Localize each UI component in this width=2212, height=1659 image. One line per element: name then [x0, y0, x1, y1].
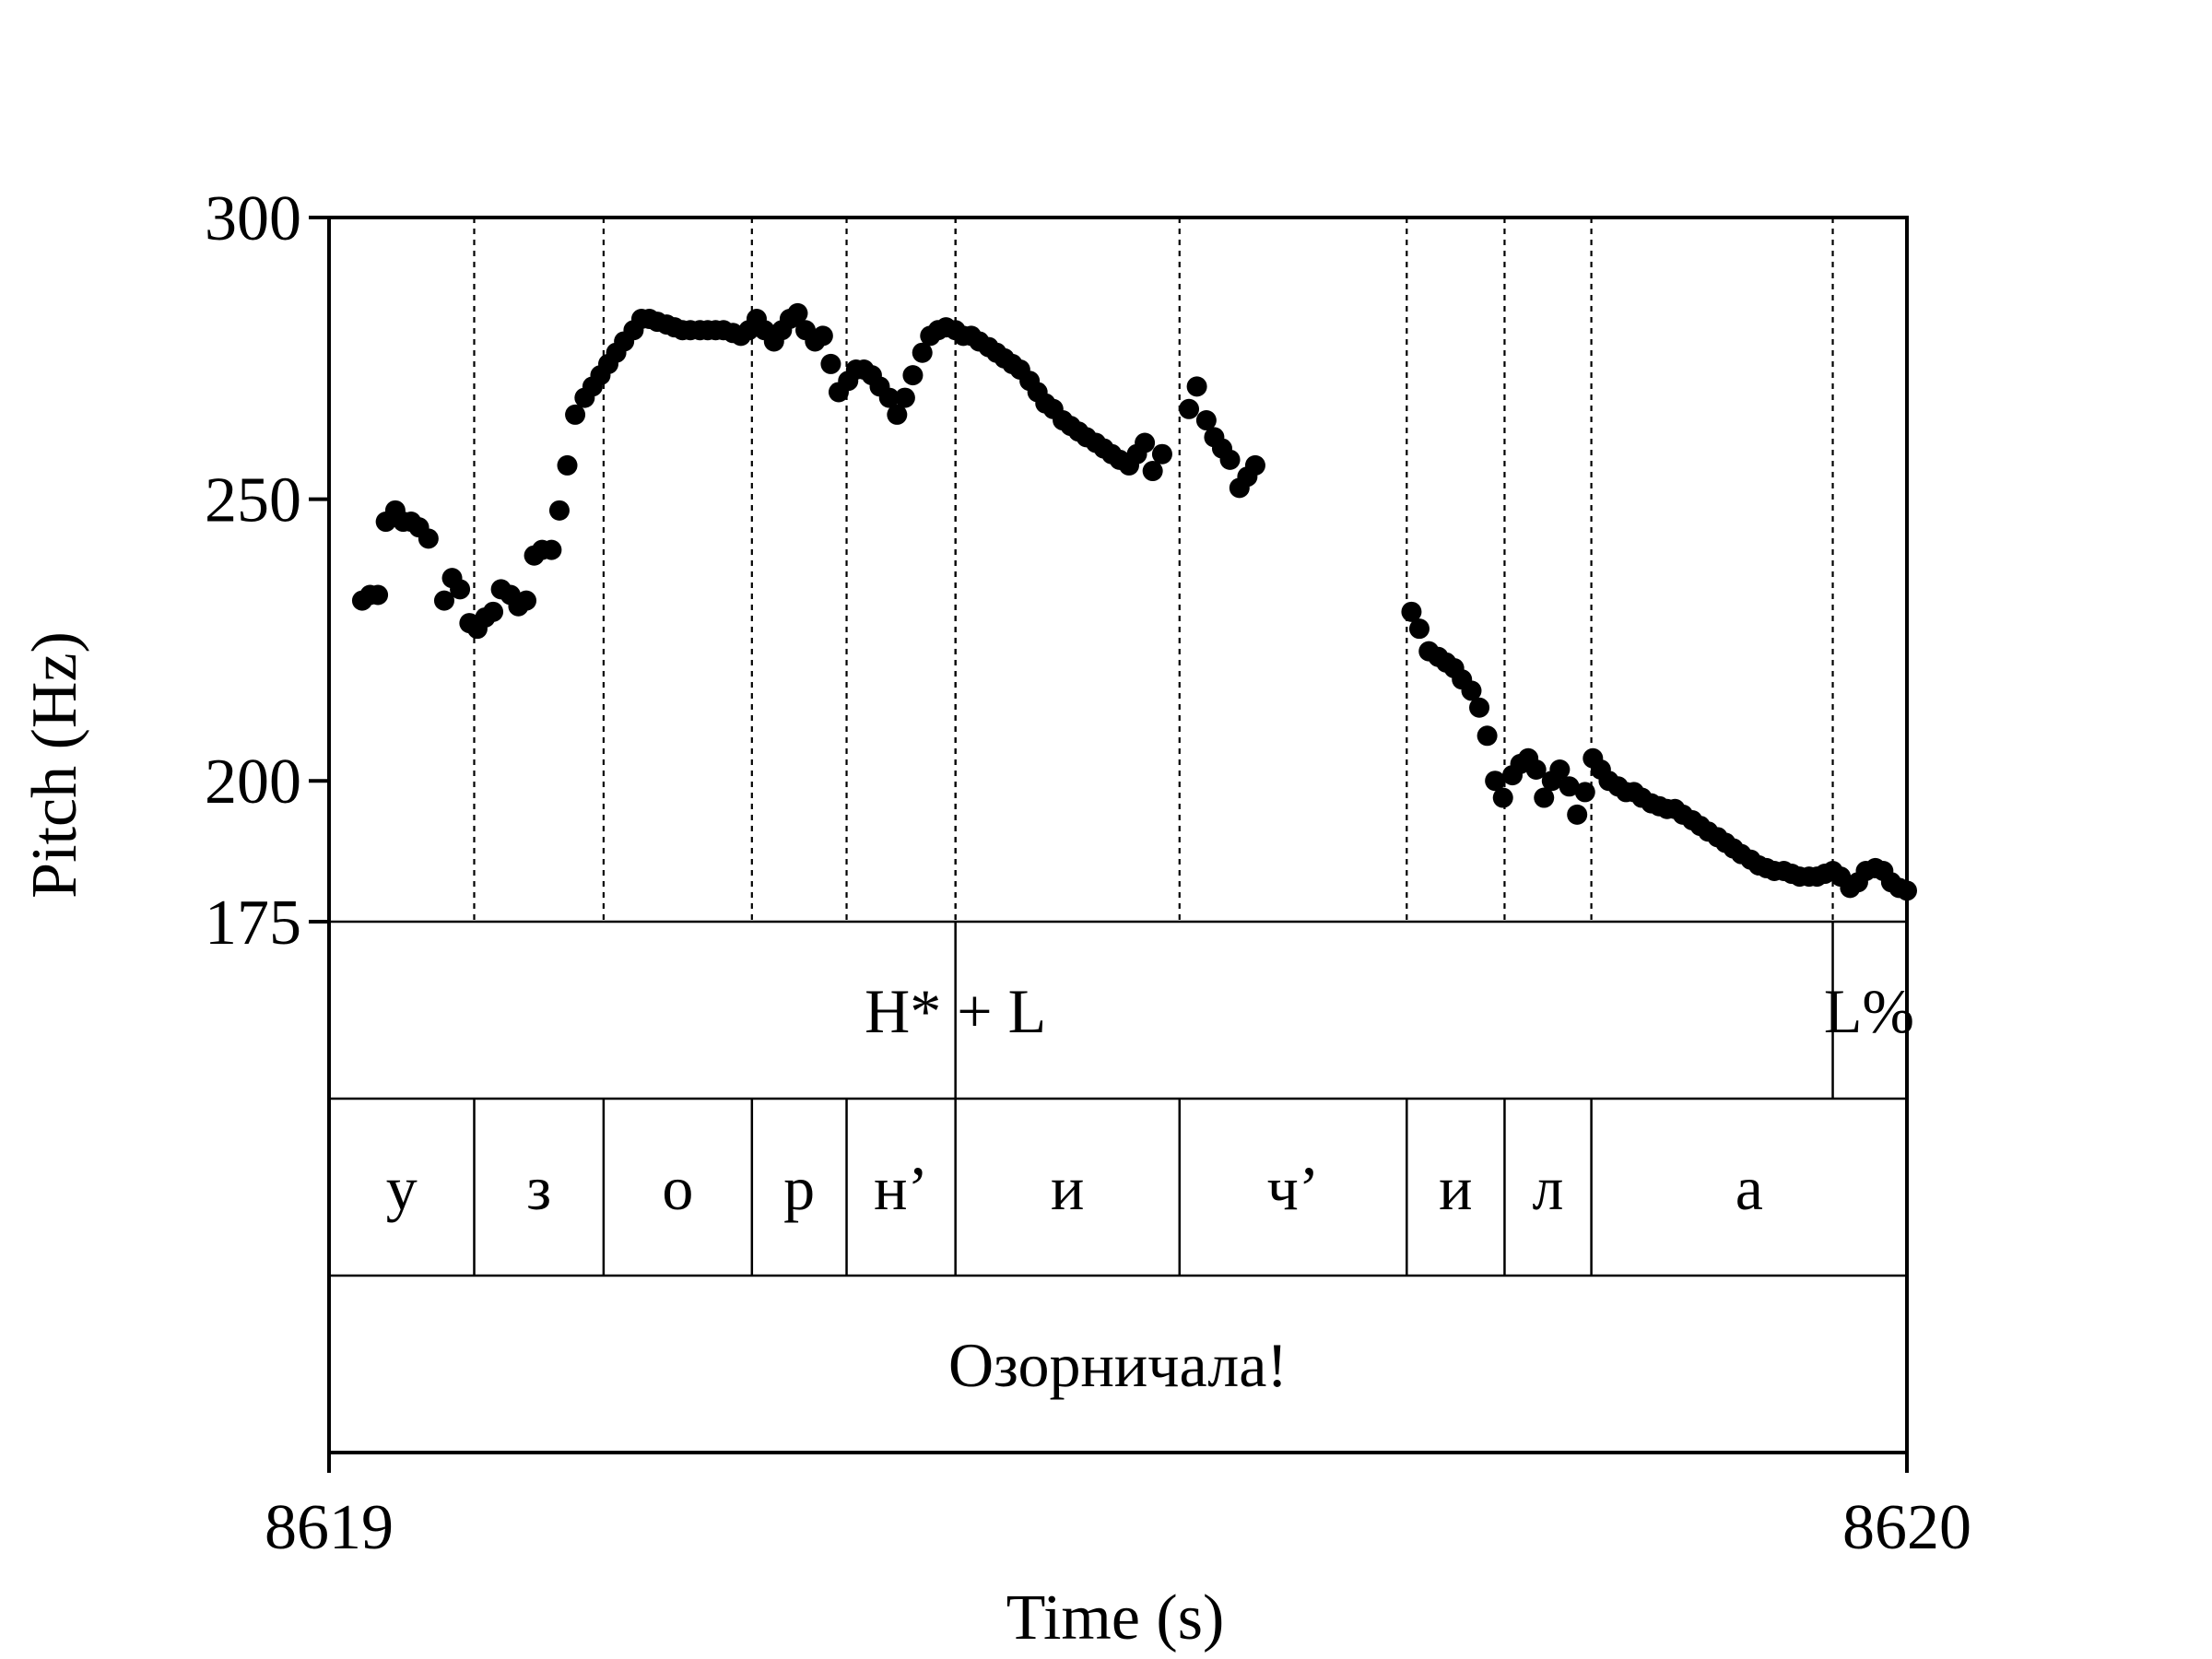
pitch-point	[1567, 804, 1588, 825]
segment-label: з	[526, 1153, 551, 1223]
pitch-point	[812, 325, 833, 347]
pitch-point	[887, 404, 908, 425]
y-tick-label: 300	[205, 183, 301, 254]
pitch-point	[1461, 680, 1482, 701]
segment-label: р	[783, 1153, 815, 1223]
pitch-point	[1195, 410, 1217, 431]
y-tick-label: 175	[205, 888, 301, 959]
pitch-point	[1135, 432, 1156, 453]
plot-frame	[327, 216, 1909, 1454]
pitch-point	[1151, 443, 1172, 465]
pitch-point	[516, 590, 536, 611]
x-axis: 8619 8620	[265, 1453, 1971, 1563]
pitch-point	[433, 590, 454, 611]
pitch-point	[1186, 376, 1207, 397]
pitch-point	[1534, 787, 1555, 808]
segment-label: и	[1439, 1153, 1472, 1223]
pitch-point	[1477, 725, 1498, 747]
pitch-point	[450, 579, 471, 600]
pitch-point	[878, 387, 900, 408]
word-label: Озорничала!	[948, 1330, 1288, 1400]
segment-label: н’	[874, 1153, 928, 1223]
pitch-point	[902, 365, 924, 386]
pitch-point	[1559, 776, 1580, 797]
pitch-point	[1142, 461, 1163, 482]
pitch-point	[912, 342, 933, 363]
segment-label: о	[662, 1153, 693, 1223]
pitch-point	[1485, 771, 1506, 792]
x-tick-label: 8620	[1842, 1492, 1971, 1563]
pitch-point	[1549, 759, 1571, 780]
pitch-point	[787, 302, 808, 324]
pitch-point	[368, 584, 389, 606]
pitch-point	[1525, 759, 1547, 780]
pitch-point	[418, 528, 439, 549]
x-axis-title: Time (s)	[1006, 1583, 1225, 1653]
tone-label: H* + L	[865, 976, 1046, 1046]
pitch-point	[565, 404, 586, 425]
pitch-point	[557, 454, 578, 476]
pitch-point	[1574, 782, 1595, 803]
pitch-point	[1401, 601, 1422, 622]
pitch-point	[1492, 787, 1513, 808]
pitch-point	[483, 601, 504, 622]
y-tick-label: 250	[205, 465, 301, 536]
segment-label: у	[386, 1153, 418, 1223]
segment-label: л	[1533, 1153, 1564, 1223]
pitch-point	[548, 500, 570, 521]
pitch-point	[1408, 618, 1430, 640]
pitch-point	[1219, 449, 1241, 470]
tone-label: L%	[1824, 976, 1914, 1046]
pitch-point	[1469, 697, 1490, 718]
segment-label: а	[1735, 1153, 1763, 1223]
x-tick-label: 8619	[265, 1492, 394, 1563]
y-axis: 175 200 250 300	[205, 183, 329, 959]
pitch-point	[1179, 398, 1200, 419]
y-axis-title: Pitch (Hz)	[19, 631, 90, 899]
segment-label: и	[1051, 1153, 1084, 1223]
pitch-point	[894, 387, 915, 408]
pitch-point	[1244, 454, 1265, 476]
pitch-points	[351, 302, 1917, 901]
pitch-point	[820, 353, 841, 374]
segment-label: ч’	[1267, 1153, 1320, 1223]
pitch-point	[541, 539, 562, 560]
y-tick-label: 200	[205, 747, 301, 818]
